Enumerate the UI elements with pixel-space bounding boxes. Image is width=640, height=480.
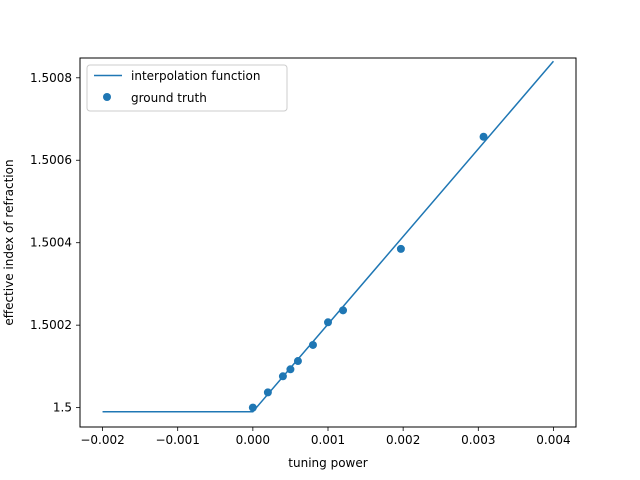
ground-truth-point <box>263 388 272 397</box>
ground-truth-point <box>286 365 295 374</box>
ground-truth-point <box>324 318 332 327</box>
x-tick-label: 0.004 <box>536 433 570 447</box>
ground-truth-point <box>396 244 405 253</box>
x-tick-label: 0.001 <box>311 433 345 447</box>
y-axis-ticks: 1.5 1.5002 1.5004 1.5006 1.5008 <box>30 71 80 415</box>
x-tick-label: −0.002 <box>80 433 124 447</box>
x-tick-label: 0.000 <box>236 433 270 447</box>
x-tick-label: −0.001 <box>155 433 199 447</box>
ground-truth-point <box>308 340 317 349</box>
x-axis-title: tuning power <box>288 456 367 470</box>
series-line-interpolation-function <box>102 60 555 413</box>
y-tick-label: 1.5006 <box>30 153 72 167</box>
y-axis-title: effective index of refraction <box>2 159 16 325</box>
ground-truth-point <box>248 403 257 412</box>
ground-truth-point <box>278 372 287 381</box>
series-layer <box>102 60 555 413</box>
y-tick-label: 1.5 <box>53 401 72 415</box>
x-tick-label: 0.003 <box>461 433 495 447</box>
x-tick-label: 0.002 <box>386 433 420 447</box>
x-axis-ticks: −0.002 −0.001 0.000 0.001 0.002 0.003 0.004 <box>80 427 571 447</box>
legend-label-ground-truth: ground truth <box>131 91 207 105</box>
legend-marker-swatch <box>103 93 111 101</box>
legend: interpolation function ground truth <box>86 64 288 112</box>
y-tick-label: 1.5004 <box>30 236 72 250</box>
legend-box <box>86 64 288 112</box>
legend-label-interpolation: interpolation function <box>131 69 260 83</box>
y-tick-label: 1.5008 <box>30 71 72 85</box>
ground-truth-point <box>339 306 348 315</box>
ground-truth-point <box>293 357 302 366</box>
ground-truth-point <box>479 132 488 141</box>
y-tick-label: 1.5002 <box>30 318 72 332</box>
